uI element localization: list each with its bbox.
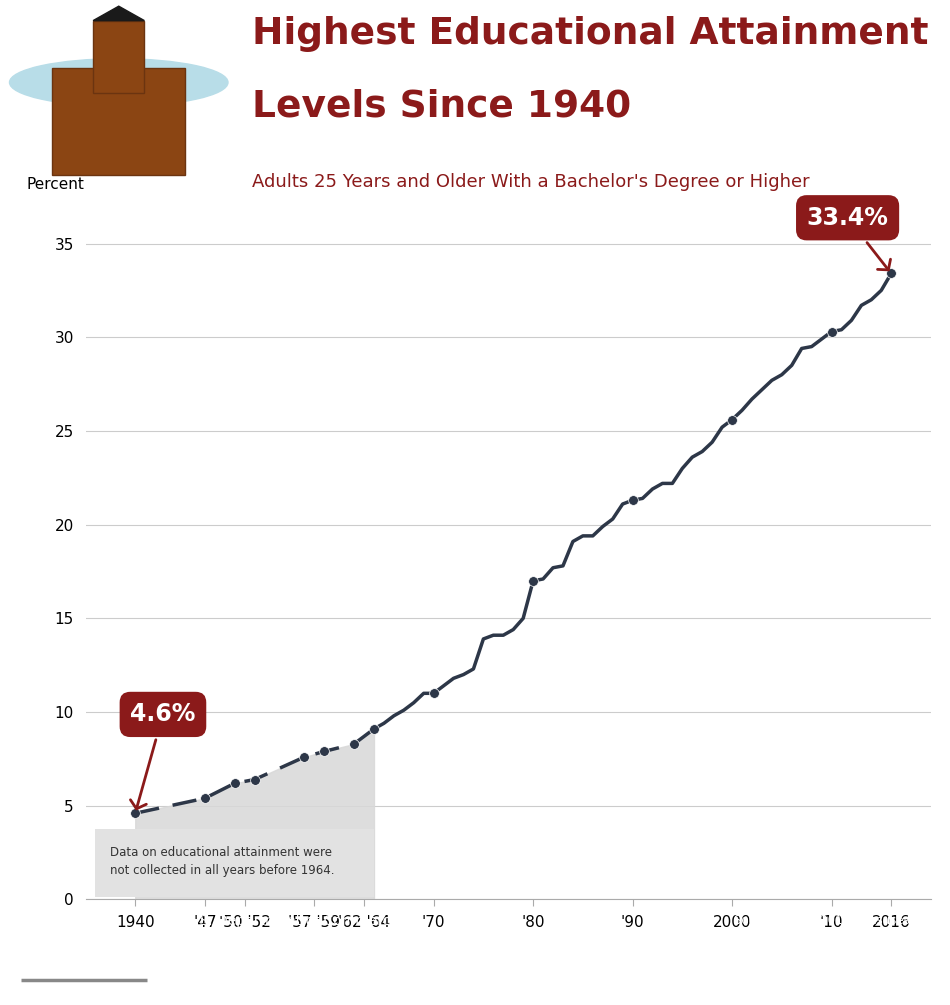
Text: Percent: Percent <box>27 177 85 192</box>
Text: Economics and Statistics Administration: Economics and Statistics Administration <box>185 939 437 952</box>
Text: Current Population Survey: Current Population Survey <box>780 936 936 948</box>
FancyBboxPatch shape <box>95 829 374 896</box>
Text: Census: Census <box>21 941 143 970</box>
Text: 4.6%: 4.6% <box>130 702 196 809</box>
Text: 33.4%: 33.4% <box>807 206 890 270</box>
Text: United States™: United States™ <box>21 921 102 931</box>
Text: Adults 25 Years and Older With a Bachelor's Degree or Higher: Adults 25 Years and Older With a Bachelo… <box>252 173 809 191</box>
Text: www.census.gov/prod/www/decennial.html: www.census.gov/prod/www/decennial.html <box>695 983 936 993</box>
Text: U.S. CENSUS BUREAU: U.S. CENSUS BUREAU <box>185 962 307 972</box>
Text: www.census.gov/programs-surveys/cps.html: www.census.gov/programs-surveys/cps.html <box>687 960 936 970</box>
Text: Highest Educational Attainment: Highest Educational Attainment <box>252 16 928 52</box>
Text: Bureau: Bureau <box>21 984 66 997</box>
Text: census.gov: census.gov <box>185 983 277 998</box>
Text: Source:  1940-2010 Censuses and: Source: 1940-2010 Censuses and <box>734 915 936 927</box>
FancyBboxPatch shape <box>52 68 185 175</box>
Circle shape <box>10 58 228 107</box>
Polygon shape <box>93 6 144 20</box>
Text: Levels Since 1940: Levels Since 1940 <box>252 88 631 125</box>
Text: U.S. Department of Commerce: U.S. Department of Commerce <box>185 914 399 928</box>
Text: Data on educational attainment were
not collected in all years before 1964.: Data on educational attainment were not … <box>110 846 334 877</box>
FancyBboxPatch shape <box>93 20 144 92</box>
